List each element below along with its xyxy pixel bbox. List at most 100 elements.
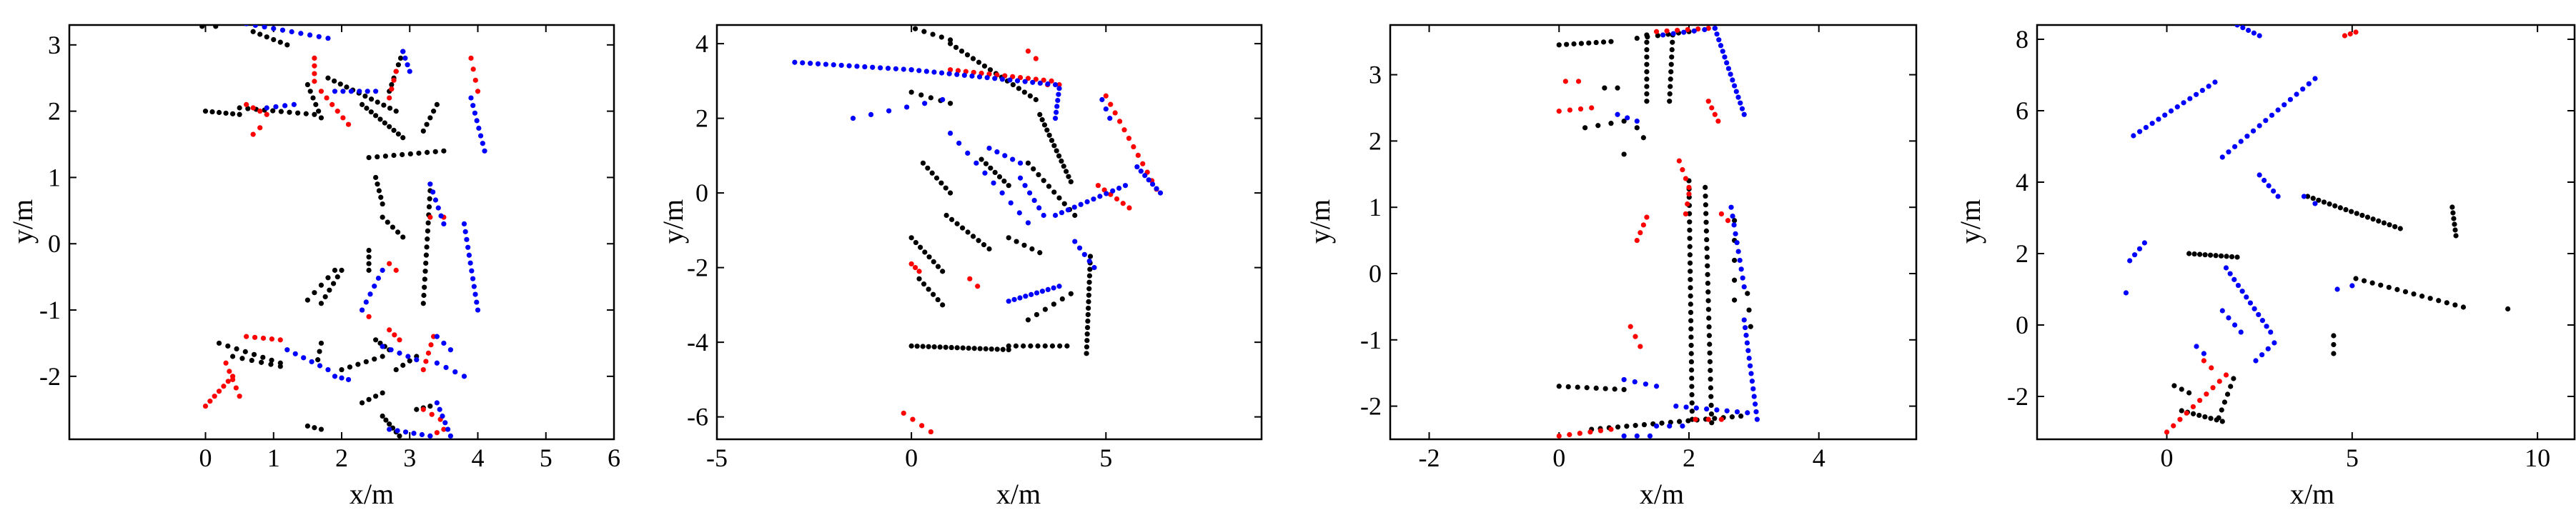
black-point: [1051, 189, 1057, 195]
blue-point: [1728, 204, 1734, 210]
black-point: [1084, 331, 1090, 337]
red-point: [1644, 214, 1650, 220]
black-point: [355, 361, 361, 367]
blue-point: [443, 364, 449, 371]
y-tick-label: 0: [695, 179, 708, 207]
black-point: [989, 346, 994, 352]
blue-point: [2247, 300, 2254, 306]
black-point: [1037, 250, 1043, 256]
black-point: [423, 252, 429, 258]
black-point: [2219, 407, 2224, 413]
black-point: [928, 95, 933, 101]
black-point: [380, 201, 385, 207]
red-point: [1126, 205, 1132, 211]
blue-point: [387, 426, 392, 432]
red-point: [1121, 127, 1127, 133]
black-point: [983, 346, 989, 351]
subplot-2-frame: [715, 24, 1263, 441]
blue-point: [1749, 379, 1755, 384]
black-point: [373, 394, 379, 399]
black-point: [377, 116, 383, 122]
y-tick-label: -4: [687, 328, 708, 356]
red-point: [1577, 106, 1584, 112]
blue-point: [2219, 308, 2225, 314]
blue-point: [2156, 116, 2161, 122]
black-point: [216, 109, 222, 116]
black-point: [920, 160, 926, 166]
red-point: [1575, 79, 1582, 84]
black-point: [966, 345, 971, 351]
black-point: [1031, 166, 1036, 172]
black-point: [389, 81, 395, 88]
red-point: [1675, 27, 1680, 34]
black-point: [1025, 160, 1031, 166]
y-tick-label: -2: [39, 362, 61, 391]
red-point: [1103, 93, 1109, 99]
subplot-3-points: [1556, 26, 1760, 439]
black-point: [422, 269, 428, 274]
black-point: [1021, 242, 1027, 248]
subplot-2-ylabel: y/m: [657, 199, 689, 244]
black-point: [1748, 324, 1753, 329]
blue-point: [1051, 285, 1056, 291]
black-point: [424, 149, 430, 155]
blue-point: [986, 145, 992, 151]
black-point: [965, 229, 971, 235]
blue-point: [792, 59, 798, 65]
black-point: [269, 357, 274, 363]
black-point: [2327, 201, 2332, 207]
red-point: [1056, 82, 1062, 88]
blue-point: [946, 71, 952, 76]
black-point: [1708, 402, 1714, 408]
red-point: [387, 261, 392, 266]
red-point: [1683, 176, 1689, 181]
blue-point: [2271, 188, 2277, 194]
black-point: [1633, 423, 1638, 429]
black-point: [2449, 204, 2455, 210]
black-point: [947, 190, 953, 196]
red-point: [2216, 379, 2222, 384]
blue-point: [1734, 409, 1740, 415]
black-point: [1644, 39, 1650, 45]
blue-point: [922, 101, 928, 106]
black-point: [312, 425, 317, 431]
y-tick-label: 2: [2016, 239, 2028, 268]
blue-point: [2181, 100, 2186, 106]
blue-point: [800, 60, 806, 66]
blue-point: [279, 27, 286, 33]
black-point: [1688, 301, 1693, 307]
red-point: [1135, 152, 1141, 159]
blue-point: [999, 190, 1005, 196]
red-point: [223, 360, 229, 366]
red-point: [2209, 365, 2214, 371]
black-point: [2337, 205, 2343, 211]
y-tick-label: 3: [1369, 61, 1382, 89]
black-point: [938, 180, 944, 186]
black-point: [1086, 273, 1093, 279]
black-point: [1706, 315, 1712, 321]
blue-point: [466, 252, 472, 258]
blue-point: [2238, 329, 2244, 335]
black-point: [1085, 311, 1091, 318]
black-point: [2378, 282, 2384, 288]
blue-point: [916, 68, 922, 74]
black-point: [1641, 421, 1648, 428]
black-point: [2386, 284, 2392, 290]
blue-point: [437, 406, 442, 412]
black-point: [1688, 269, 1693, 274]
black-point: [327, 287, 332, 293]
black-point: [2460, 304, 2467, 310]
blue-point: [1055, 97, 1061, 104]
blue-point: [1653, 423, 1660, 429]
blue-point: [1704, 406, 1710, 412]
blue-point: [1731, 83, 1738, 89]
red-point: [2164, 429, 2170, 435]
black-point: [1087, 266, 1093, 272]
black-point: [1025, 317, 1031, 323]
red-point: [1676, 158, 1682, 164]
black-point: [940, 269, 946, 274]
black-point: [239, 356, 245, 361]
blue-point: [2149, 121, 2155, 126]
red-point: [1025, 76, 1031, 81]
black-point: [1039, 117, 1045, 123]
